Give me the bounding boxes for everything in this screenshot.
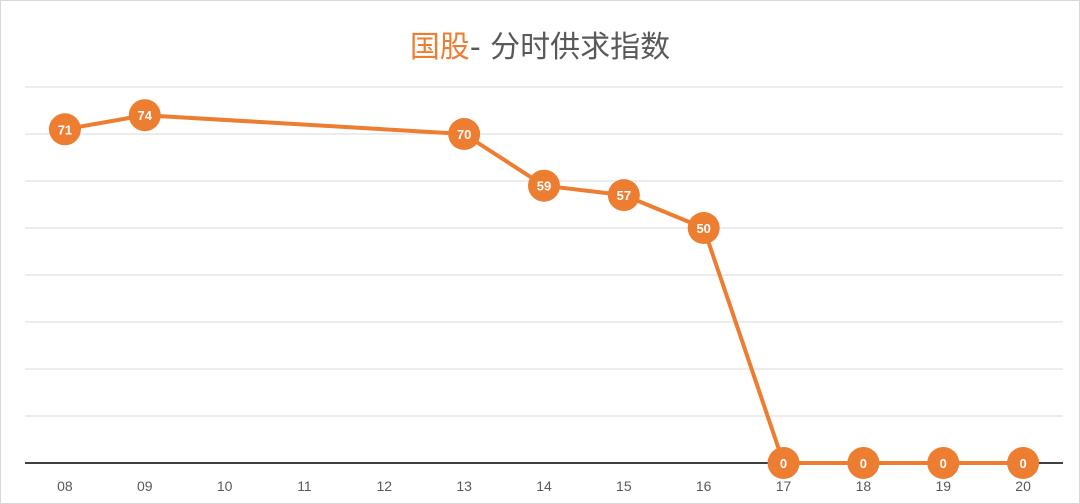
data-label: 70: [457, 127, 471, 142]
data-point-marker: [48, 113, 81, 146]
data-point-marker: [847, 447, 880, 479]
chart-title-rest: - 分时供求指数: [469, 30, 671, 65]
x-tick-label: 08: [57, 478, 73, 494]
x-axis-tick-labels: 08 09 10 11 12 13 14 15 16 17 18 19 20: [57, 478, 1031, 494]
data-label: 71: [58, 122, 72, 137]
gridlines: [25, 86, 1063, 464]
data-label: 0: [1019, 456, 1026, 471]
x-tick-label: 09: [137, 478, 153, 494]
data-label: 59: [537, 179, 551, 194]
data-label: 74: [138, 108, 153, 123]
x-tick-label: 13: [456, 478, 472, 494]
x-tick-label: 12: [377, 478, 393, 494]
data-label: 0: [940, 456, 947, 471]
data-point-marker: [128, 99, 161, 132]
data-label: 0: [780, 456, 787, 471]
x-tick-label: 17: [776, 478, 792, 494]
x-tick-label: 19: [935, 478, 951, 494]
x-tick-label: 14: [536, 478, 552, 494]
chart-title: 国股- 分时供求指数: [0, 22, 1080, 66]
data-point-marker: [767, 447, 800, 479]
data-point-marker: [927, 447, 960, 479]
x-tick-label: 18: [856, 478, 872, 494]
data-label: 0: [860, 456, 867, 471]
series-polyline: [64, 113, 1024, 465]
data-label: 50: [696, 221, 710, 236]
data-point-marker: [528, 169, 560, 202]
data-point-marker: [1007, 447, 1040, 479]
x-tick-label: 11: [297, 478, 312, 494]
x-tick-label: 16: [696, 478, 712, 494]
chart-title-highlight: 国股: [409, 30, 470, 65]
series-line: [64, 113, 1024, 465]
data-point-marker: [607, 179, 640, 212]
x-tick-label: 15: [616, 478, 632, 494]
data-point-marker: [448, 118, 481, 150]
data-point-marker: [687, 212, 720, 244]
data-label: 57: [617, 188, 631, 203]
x-tick-label: 10: [217, 478, 233, 494]
x-tick-label: 20: [1015, 478, 1031, 494]
data-points: 71 74 70 59 57 50 0 0 0 0: [48, 99, 1040, 479]
